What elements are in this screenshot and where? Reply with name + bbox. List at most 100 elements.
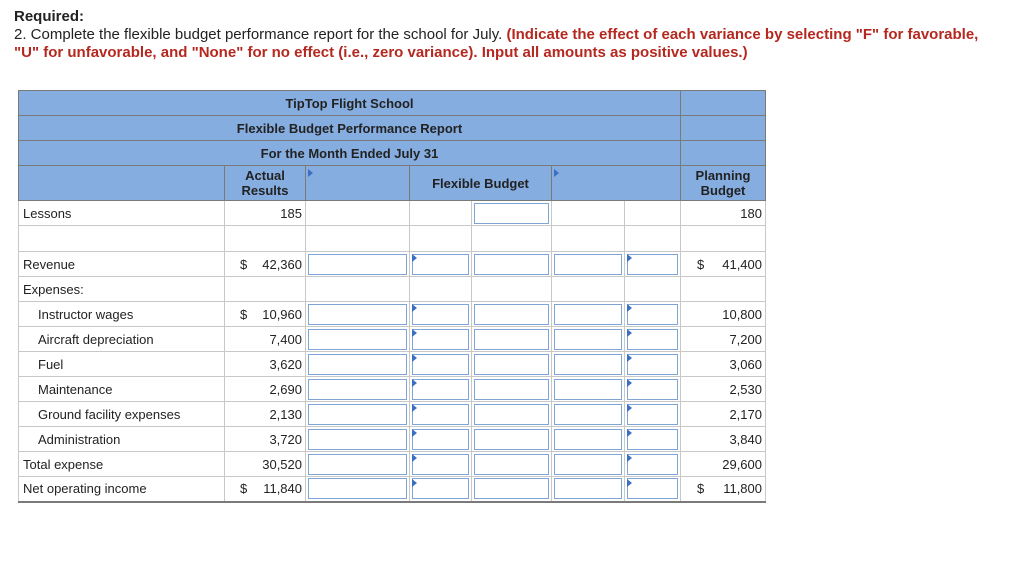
expense-actual: 7,400 <box>224 326 306 352</box>
expense-activity-variance-input[interactable] <box>551 301 625 327</box>
instruction-text: 2. Complete the flexible budget performa… <box>14 26 507 43</box>
expense-variance-select[interactable] <box>409 351 472 377</box>
expense-actual: $10,960 <box>224 301 306 327</box>
expense-variance-input[interactable] <box>305 301 410 327</box>
table-row: Net operating income $11,840 $11,800 <box>18 476 766 503</box>
expense-label: Fuel <box>18 351 225 377</box>
total-variance-input[interactable] <box>305 451 410 477</box>
expense-planning: 2,170 <box>680 401 766 427</box>
dropdown-arrow-icon <box>412 254 417 262</box>
expense-activity-variance-select[interactable] <box>624 301 681 327</box>
expense-planning: 3,840 <box>680 426 766 452</box>
expense-flexible-input[interactable] <box>471 401 552 427</box>
expense-actual: 2,690 <box>224 376 306 402</box>
col-header-flexible: Flexible Budget <box>409 165 552 201</box>
variance-header-dropdown-2[interactable] <box>551 165 681 201</box>
expense-activity-variance-input[interactable] <box>551 426 625 452</box>
net-income-flexible-input[interactable] <box>471 476 552 503</box>
dropdown-arrow-icon <box>412 429 417 437</box>
expense-planning: 10,800 <box>680 301 766 327</box>
lessons-actual: 185 <box>224 200 306 226</box>
expense-variance-input[interactable] <box>305 401 410 427</box>
dropdown-arrow-icon <box>412 479 417 487</box>
expense-variance-select[interactable] <box>409 401 472 427</box>
dropdown-arrow-icon <box>412 454 417 462</box>
expense-variance-input[interactable] <box>305 351 410 377</box>
row-label-revenue: Revenue <box>18 251 225 277</box>
lessons-flexible-input[interactable] <box>471 200 552 226</box>
col-header-actual: Actual Results <box>224 165 306 201</box>
expense-activity-variance-select[interactable] <box>624 326 681 352</box>
dropdown-arrow-icon <box>308 169 313 177</box>
revenue-actual: $42,360 <box>224 251 306 277</box>
row-label-net-income: Net operating income <box>18 476 225 503</box>
expense-flexible-input[interactable] <box>471 326 552 352</box>
dropdown-arrow-icon <box>627 329 632 337</box>
expense-activity-variance-select[interactable] <box>624 426 681 452</box>
expense-activity-variance-select[interactable] <box>624 401 681 427</box>
table-row: Revenue $42,360 $41,400 <box>18 251 766 277</box>
expense-planning: 3,060 <box>680 351 766 377</box>
expense-actual: 3,720 <box>224 426 306 452</box>
net-income-variance-select[interactable] <box>409 476 472 503</box>
expense-variance-select[interactable] <box>409 326 472 352</box>
expense-flexible-input[interactable] <box>471 426 552 452</box>
table-row: Aircraft depreciation 7,400 7,200 <box>18 326 766 352</box>
dropdown-arrow-icon <box>627 254 632 262</box>
revenue-activity-variance-select[interactable] <box>624 251 681 277</box>
expense-label: Maintenance <box>18 376 225 402</box>
expense-variance-select[interactable] <box>409 376 472 402</box>
expense-planning: 7,200 <box>680 326 766 352</box>
table-row: Maintenance 2,690 2,530 <box>18 376 766 402</box>
table-row: Ground facility expenses 2,130 2,170 <box>18 401 766 427</box>
instruction-emphasis: (Indicate the effect of each variance by… <box>14 26 979 61</box>
expense-activity-variance-input[interactable] <box>551 376 625 402</box>
expense-actual: 3,620 <box>224 351 306 377</box>
row-label-expenses: Expenses: <box>18 276 225 302</box>
net-income-variance-input[interactable] <box>305 476 410 503</box>
col-header-planning: Planning Budget <box>680 165 766 201</box>
table-row: Total expense 30,520 29,600 <box>18 451 766 477</box>
expense-activity-variance-input[interactable] <box>551 351 625 377</box>
expense-variance-select[interactable] <box>409 301 472 327</box>
expense-activity-variance-input[interactable] <box>551 401 625 427</box>
expense-flexible-input[interactable] <box>471 301 552 327</box>
dropdown-arrow-icon <box>627 379 632 387</box>
total-variance-select[interactable] <box>409 451 472 477</box>
total-flexible-input[interactable] <box>471 451 552 477</box>
performance-report-table: TipTop Flight School Flexible Budget Per… <box>18 90 766 503</box>
revenue-variance-select[interactable] <box>409 251 472 277</box>
total-activity-variance-input[interactable] <box>551 451 625 477</box>
expense-activity-variance-input[interactable] <box>551 326 625 352</box>
expense-variance-input[interactable] <box>305 426 410 452</box>
net-income-activity-variance-select[interactable] <box>624 476 681 503</box>
expense-variance-input[interactable] <box>305 376 410 402</box>
expense-flexible-input[interactable] <box>471 351 552 377</box>
dropdown-arrow-icon <box>554 169 559 177</box>
company-name: TipTop Flight School <box>18 90 681 116</box>
dropdown-arrow-icon <box>627 479 632 487</box>
net-income-planning: $11,800 <box>680 476 766 503</box>
expense-label: Instructor wages <box>18 301 225 327</box>
dropdown-arrow-icon <box>412 354 417 362</box>
table-row: Administration 3,720 3,840 <box>18 426 766 452</box>
dropdown-arrow-icon <box>412 404 417 412</box>
expense-activity-variance-select[interactable] <box>624 351 681 377</box>
variance-header-dropdown-1[interactable] <box>305 165 410 201</box>
net-income-actual: $11,840 <box>224 476 306 503</box>
table-row: Fuel 3,620 3,060 <box>18 351 766 377</box>
row-label-lessons: Lessons <box>18 200 225 226</box>
expense-flexible-input[interactable] <box>471 376 552 402</box>
expense-label: Ground facility expenses <box>18 401 225 427</box>
expense-planning: 2,530 <box>680 376 766 402</box>
expense-activity-variance-select[interactable] <box>624 376 681 402</box>
net-income-activity-variance-input[interactable] <box>551 476 625 503</box>
report-period: For the Month Ended July 31 <box>18 140 681 166</box>
expense-variance-input[interactable] <box>305 326 410 352</box>
revenue-activity-variance-input[interactable] <box>551 251 625 277</box>
lessons-planning: 180 <box>680 200 766 226</box>
total-activity-variance-select[interactable] <box>624 451 681 477</box>
revenue-flexible-input[interactable] <box>471 251 552 277</box>
expense-variance-select[interactable] <box>409 426 472 452</box>
revenue-variance-input[interactable] <box>305 251 410 277</box>
